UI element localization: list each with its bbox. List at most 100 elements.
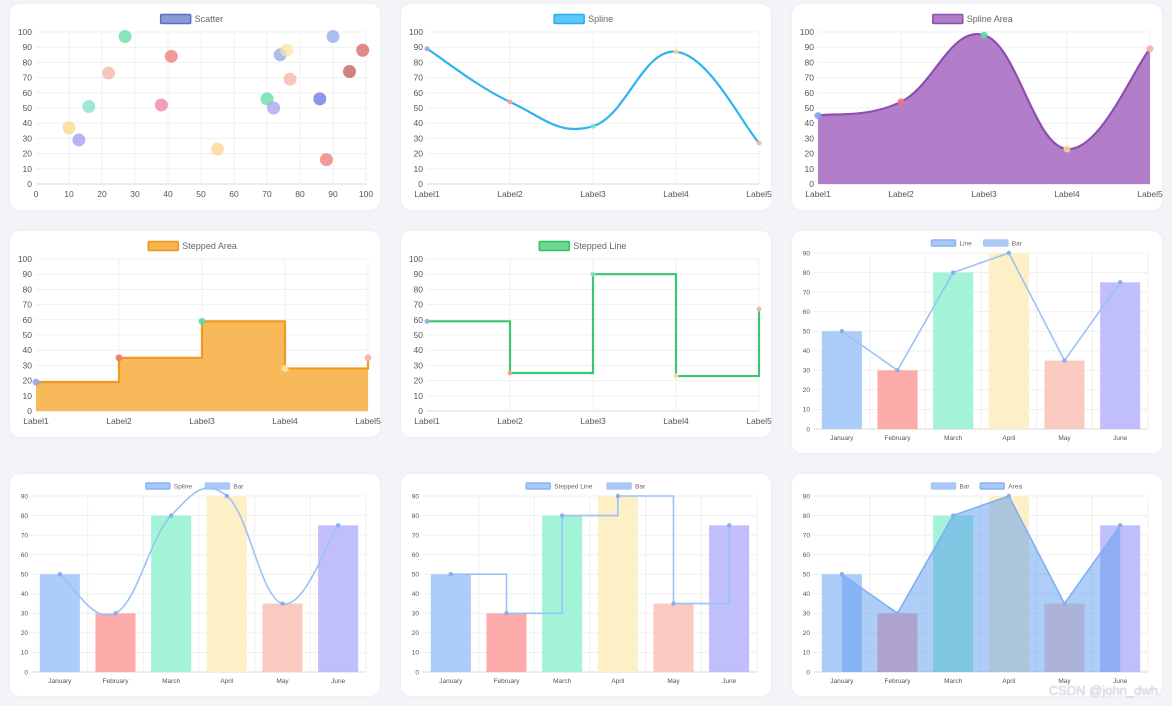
overlay-point <box>57 572 63 577</box>
chart-card-bar-area: Bar Area 0 10 20 30 40 50 60 70 80 90 January Februar… <box>792 474 1162 696</box>
scatter-point <box>343 65 356 79</box>
overlay-point <box>950 513 956 518</box>
overlay-point <box>504 611 509 616</box>
y-tick-label: 90 <box>803 250 811 257</box>
data-point <box>198 317 206 325</box>
legend-swatch <box>525 482 551 490</box>
legend-swatch <box>147 240 180 252</box>
x-tick-label: Label4 <box>663 416 689 426</box>
overlay-point <box>335 523 341 528</box>
x-tick-label: June <box>722 678 736 685</box>
x-tick-label: May <box>667 678 680 685</box>
x-tick-label: 10 <box>64 189 74 199</box>
x-tick-label: Label4 <box>663 189 689 199</box>
x-tick-label: April <box>220 678 234 685</box>
y-tick-label: 0 <box>27 179 32 189</box>
x-tick-label: Label4 <box>1054 189 1080 199</box>
legend-swatch <box>159 13 192 25</box>
legend-label: Spline <box>588 14 613 24</box>
scatter-point <box>280 43 294 57</box>
overlay-point <box>615 493 621 499</box>
data-point <box>897 98 905 106</box>
bar <box>1044 360 1085 429</box>
x-tick-label: 80 <box>295 189 305 199</box>
data-point <box>590 123 596 129</box>
y-tick-label: 30 <box>412 611 420 618</box>
overlay-point <box>1117 280 1123 285</box>
overlay-point <box>1006 493 1012 499</box>
y-tick-label: 80 <box>412 513 420 520</box>
y-tick-label: 20 <box>414 376 424 386</box>
y-tick-label: 0 <box>24 669 28 676</box>
legend-label: Scatter <box>195 14 224 24</box>
y-tick-label: 80 <box>414 57 424 67</box>
chart-svg: Spline 0 10 20 30 40 50 60 70 80 90 100 Label1 Label2… <box>409 13 772 199</box>
y-tick-label: 30 <box>805 133 815 143</box>
data-point <box>424 46 430 52</box>
y-tick-label: 80 <box>805 57 815 67</box>
chart-card-scatter: Scatter 0 10 20 30 40 50 60 70 80 90 100 0 10 20 30 40 50… <box>10 4 380 210</box>
y-tick-label: 80 <box>21 513 29 520</box>
y-tick-label: 10 <box>412 650 420 657</box>
legend-swatch <box>204 482 231 490</box>
x-tick-label: Label2 <box>106 416 132 426</box>
y-tick-label: 0 <box>806 669 810 676</box>
x-tick-label: May <box>1058 435 1071 442</box>
x-tick-label: Label3 <box>971 189 997 199</box>
x-tick-label: 40 <box>163 189 173 199</box>
data-point <box>590 271 596 277</box>
y-tick-label: 100 <box>800 27 814 37</box>
y-tick-label: 10 <box>803 650 811 657</box>
x-tick-label: Label5 <box>746 416 772 426</box>
x-tick-label: 70 <box>262 189 272 199</box>
bar <box>318 525 359 672</box>
scatter-point <box>164 49 178 63</box>
bar <box>988 253 1029 429</box>
data-point <box>756 306 762 312</box>
y-tick-label: 90 <box>803 493 811 500</box>
x-tick-label: February <box>884 435 911 442</box>
x-tick-label: January <box>48 678 72 685</box>
bar <box>95 613 136 672</box>
y-tick-label: 30 <box>23 133 33 143</box>
y-tick-label: 70 <box>23 300 33 310</box>
data-point <box>756 140 762 146</box>
y-tick-label: 10 <box>805 164 815 174</box>
x-tick-label: June <box>1113 435 1127 442</box>
x-tick-label: 90 <box>328 189 338 199</box>
chart-card-spline: Spline 0 10 20 30 40 50 60 70 80 90 100 Label1 Label2… <box>401 4 772 210</box>
legend-label: Spline <box>174 483 192 490</box>
chart-svg: Spline Bar 0 10 20 30 40 50 60 70 80 90 January Febru… <box>21 482 367 685</box>
x-tick-label: Label1 <box>23 416 49 426</box>
scatter-point <box>82 99 96 113</box>
legend-swatch <box>606 482 632 490</box>
legend-label: Stepped Line <box>554 483 593 490</box>
y-tick-label: 0 <box>27 406 32 416</box>
overlay-point <box>1062 358 1067 363</box>
y-tick-label: 30 <box>803 611 811 618</box>
x-tick-label: February <box>102 678 129 685</box>
legend-label: Line <box>959 240 972 247</box>
y-tick-label: 40 <box>414 345 424 355</box>
overlay-point <box>950 270 956 275</box>
y-tick-label: 60 <box>23 88 33 98</box>
x-tick-label: Label3 <box>189 416 215 426</box>
scatter-point <box>326 30 340 44</box>
y-tick-label: 70 <box>805 73 815 83</box>
y-tick-label: 80 <box>803 270 811 277</box>
y-tick-label: 10 <box>21 650 29 657</box>
y-tick-label: 20 <box>23 149 33 159</box>
y-tick-label: 60 <box>414 88 424 98</box>
chart-card-stepped-line: Stepped Line 0 10 20 30 40 50 60 70 80 90 100 Label1… <box>401 231 772 437</box>
bar <box>1100 282 1141 429</box>
y-tick-label: 30 <box>414 360 424 370</box>
data-point <box>673 49 679 55</box>
x-tick-label: March <box>944 435 962 442</box>
x-tick-label: Label1 <box>805 189 831 199</box>
y-tick-label: 60 <box>414 315 424 325</box>
data-point <box>281 364 289 372</box>
y-tick-label: 50 <box>23 330 33 340</box>
chart-card-spline-area: Spline Area 0 10 20 30 40 50 60 70 80 90 100 Label1 L… <box>792 4 1163 210</box>
x-tick-label: April <box>611 678 625 685</box>
y-tick-label: 20 <box>803 630 811 637</box>
